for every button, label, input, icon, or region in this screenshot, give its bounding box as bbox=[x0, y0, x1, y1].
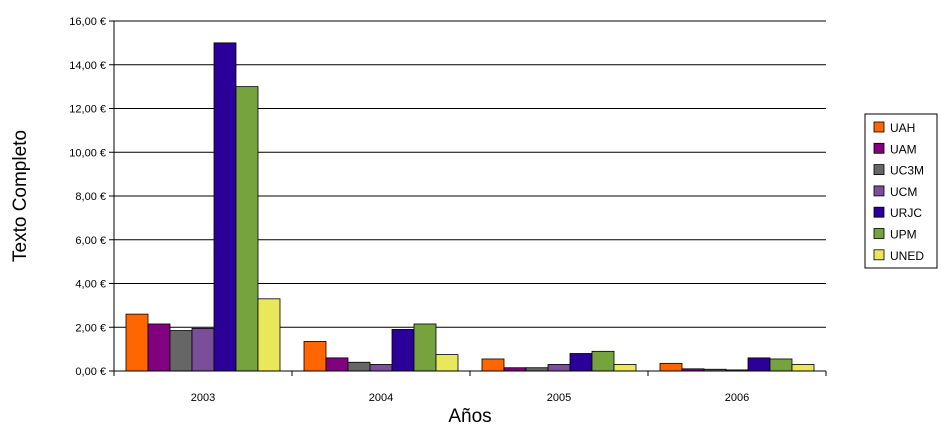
y-tick-label: 14,00 € bbox=[69, 60, 106, 72]
bar-upm-2003 bbox=[235, 86, 259, 372]
y-tick-label: 4,00 € bbox=[75, 279, 106, 291]
bar-uam-2003 bbox=[147, 323, 171, 372]
bar-ucm-2004 bbox=[369, 364, 393, 372]
legend-label-uam: UAM bbox=[890, 142, 917, 156]
x-tick-label: 2006 bbox=[725, 392, 749, 404]
legend-swatch-upm bbox=[873, 228, 885, 239]
bar-uah-2004 bbox=[303, 341, 327, 372]
x-tick-label: 2003 bbox=[191, 392, 215, 404]
legend-label-uc3m: UC3M bbox=[890, 164, 924, 178]
bar-urjc-2003 bbox=[213, 42, 237, 372]
bar-urjc-2004 bbox=[391, 329, 415, 372]
legend: UAH UAM UC3M UCM URJC UPM UNED bbox=[864, 113, 938, 269]
bars bbox=[125, 42, 815, 372]
bar-ucm-2003 bbox=[191, 327, 215, 372]
legend-swatch-uah bbox=[873, 121, 885, 133]
x-tick-label: 2004 bbox=[369, 392, 393, 404]
legend-label-urjc: URJC bbox=[890, 206, 922, 220]
y-tick-label: 2,00 € bbox=[75, 322, 106, 334]
y-tick-label: 12,00 € bbox=[69, 104, 106, 116]
bar-upm-2005 bbox=[591, 350, 615, 372]
y-tick-label: 6,00 € bbox=[75, 235, 106, 247]
bar-uam-2004 bbox=[325, 357, 349, 372]
bar-uah-2003 bbox=[125, 313, 149, 372]
x-tick-label: 2005 bbox=[547, 392, 571, 404]
legend-swatch-uned bbox=[873, 249, 885, 261]
x-axis-title: Años bbox=[448, 406, 491, 427]
bar-urjc-2006 bbox=[747, 357, 771, 372]
tick-labels: 0,00 € 2,00 € 4,00 € 6,00 € 8,00 € 10,00 € 12,… bbox=[69, 16, 749, 404]
legend-label-uned: UNED bbox=[890, 249, 924, 263]
bar-uned-2003 bbox=[257, 298, 281, 372]
y-axis-title: Texto Completo bbox=[10, 130, 31, 262]
legend-label-upm: UPM bbox=[890, 228, 917, 242]
legend-swatch-uam bbox=[873, 142, 885, 154]
y-tick-label: 8,00 € bbox=[75, 191, 106, 203]
bar-uned-2004 bbox=[435, 354, 459, 372]
legend-swatch-ucm bbox=[873, 185, 885, 197]
legend-label-uah: UAH bbox=[890, 121, 915, 135]
bar-uah-2006 bbox=[659, 362, 683, 372]
bar-uah-2005 bbox=[481, 358, 505, 372]
legend-swatch-urjc bbox=[873, 206, 885, 218]
bar-ucm-2005 bbox=[547, 364, 571, 372]
bar-upm-2004 bbox=[413, 323, 437, 372]
bar-uned-2005 bbox=[613, 364, 637, 372]
bar-uc3m-2004 bbox=[347, 361, 371, 372]
axes bbox=[109, 20, 827, 376]
legend-label-ucm: UCM bbox=[890, 185, 917, 199]
y-tick-label: 10,00 € bbox=[69, 147, 106, 159]
bar-uned-2006 bbox=[791, 364, 815, 372]
y-tick-label: 16,00 € bbox=[69, 16, 106, 28]
legend-swatch-uc3m bbox=[873, 164, 885, 176]
y-tick-label: 0,00 € bbox=[75, 366, 106, 378]
bar-uc3m-2003 bbox=[169, 330, 193, 372]
bar-urjc-2005 bbox=[569, 353, 593, 372]
bar-upm-2006 bbox=[769, 358, 793, 372]
